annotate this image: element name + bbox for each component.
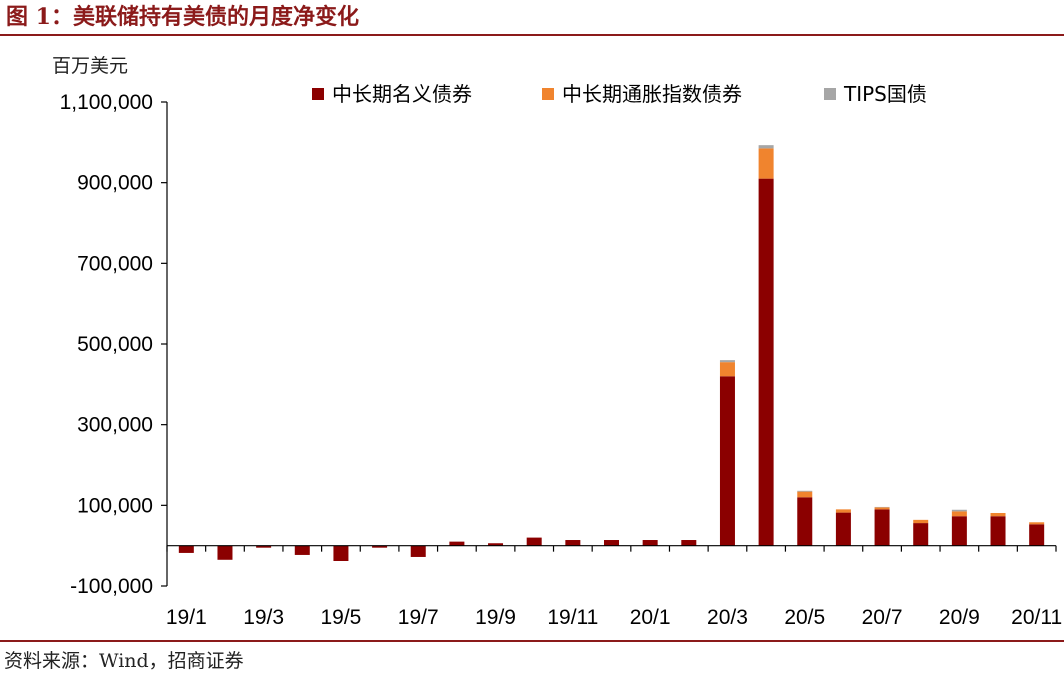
y-axis: -100,000 100,000 300,000 500,000 700,000 900,…: [60, 91, 168, 598]
bar-segment-series-1: [372, 545, 388, 548]
bar-segment-series-1: [410, 545, 426, 557]
bar-segment-series-2: [758, 148, 774, 179]
bar-segment-series-2: [990, 512, 1006, 517]
bar-segment-series-2: [913, 519, 929, 524]
bar-segment-series-1: [604, 540, 619, 546]
bars: [178, 145, 1045, 561]
x-tick-label: 20/5: [784, 606, 825, 629]
x-tick-label: 19/1: [166, 606, 207, 629]
bar-segment-series-1: [449, 541, 465, 546]
legend-label: 中长期通胀指数债券: [562, 82, 742, 106]
x-tick-label: 19/9: [475, 606, 516, 629]
x-tick-label: 20/9: [939, 606, 980, 629]
legend-label: TIPS国债: [843, 82, 927, 106]
bar-segment-series-3: [951, 509, 967, 512]
y-tick-label: 1,100,000: [60, 91, 153, 114]
bar-segment-series-2: [797, 491, 813, 498]
y-tick-label: 100,000: [77, 494, 153, 517]
x-axis: 19/1 19/3 19/5 19/7 19/9 19/11 20/1 20/3 20/5 20/…: [166, 545, 1062, 629]
bar-segment-series-1: [488, 543, 504, 546]
bar-segment-series-1: [835, 512, 851, 546]
bar-segment-series-2: [1029, 522, 1045, 525]
legend-swatch: [824, 88, 836, 100]
x-tick-label: 20/7: [862, 606, 903, 629]
legend: 中长期名义债券 中长期通胀指数债券 TIPS国债: [312, 82, 927, 106]
y-tick-label: 900,000: [77, 172, 153, 195]
bar-segment-series-1: [874, 509, 890, 546]
bar-segment-series-1: [990, 516, 1006, 546]
x-tick-label: 19/5: [320, 606, 361, 629]
source-divider: [0, 640, 1064, 642]
bar-segment-series-1: [913, 523, 929, 546]
bar-segment-series-3: [758, 145, 774, 149]
bar-segment-series-1: [951, 516, 967, 546]
x-tick-label: 20/3: [707, 606, 748, 629]
title-divider: [0, 34, 1064, 36]
bar-segment-series-1: [642, 540, 658, 546]
chart-area: 百万美元 中长期名义债券 中长期通胀指数债券 TIPS国债 -100,000 100,…: [52, 55, 1062, 629]
figure-title: 图 1：美联储持有美债的月度净变化: [6, 4, 359, 30]
bar-segment-series-1: [758, 178, 774, 546]
bar-segment-series-2: [835, 509, 851, 513]
bar-segment-series-1: [217, 545, 233, 560]
legend-label: 中长期名义债券: [332, 82, 472, 106]
y-tick-label: 700,000: [77, 252, 153, 275]
x-tick-label: 19/3: [243, 606, 284, 629]
bar-segment-series-2: [719, 362, 735, 377]
x-tick-label: 20/1: [630, 606, 671, 629]
bar-segment-series-1: [681, 540, 697, 546]
x-tick-label: 19/7: [398, 606, 439, 629]
bar-segment-series-3: [719, 360, 735, 363]
x-tick-label: 20/11: [1011, 606, 1062, 629]
bar-segment-series-1: [256, 545, 272, 548]
y-tick-label: 300,000: [77, 414, 153, 437]
y-tick-label: -100,000: [70, 575, 153, 598]
source-note: 资料来源：Wind，招商证券: [4, 650, 244, 672]
bar-segment-series-1: [565, 540, 581, 546]
bar-segment-series-2: [874, 507, 890, 510]
bar-segment-series-1: [1029, 524, 1045, 546]
bar-segment-series-1: [333, 545, 349, 561]
x-tick-label: 19/11: [547, 606, 598, 629]
bar-segment-series-1: [719, 376, 735, 546]
unit-label: 百万美元: [52, 55, 128, 77]
bar-segment-series-3: [797, 490, 813, 492]
legend-swatch: [312, 88, 324, 100]
bar-segment-series-1: [178, 545, 194, 553]
bar-segment-series-1: [797, 497, 813, 546]
y-tick-label: 500,000: [77, 333, 153, 356]
bar-segment-series-2: [951, 511, 967, 517]
bar-segment-series-1: [526, 537, 542, 546]
bar-segment-series-1: [294, 545, 310, 555]
legend-swatch: [542, 88, 554, 100]
